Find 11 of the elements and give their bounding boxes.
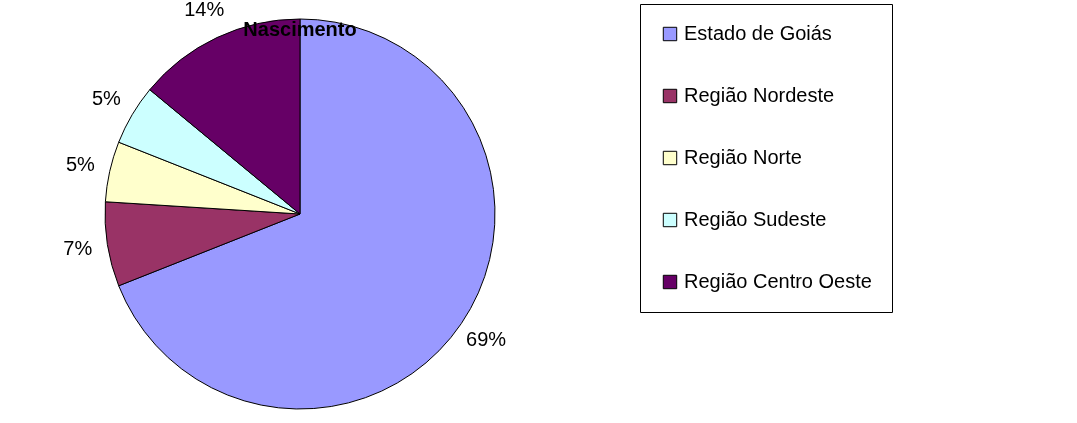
legend-label: Região Norte bbox=[684, 146, 802, 168]
data-label: 5% bbox=[91, 87, 121, 110]
data-label: 7% bbox=[63, 237, 93, 260]
legend-label: Estado de Goiás bbox=[684, 22, 832, 44]
legend-label: Região Sudeste bbox=[684, 208, 827, 230]
legend-label: Região Centro Oeste bbox=[684, 270, 872, 292]
data-label: 69% bbox=[466, 328, 507, 351]
data-label: 5% bbox=[65, 152, 96, 175]
data-label: 14% bbox=[184, 0, 225, 21]
text: Nascimento bbox=[243, 18, 357, 41]
legend-label: Região Nordeste bbox=[684, 84, 835, 106]
